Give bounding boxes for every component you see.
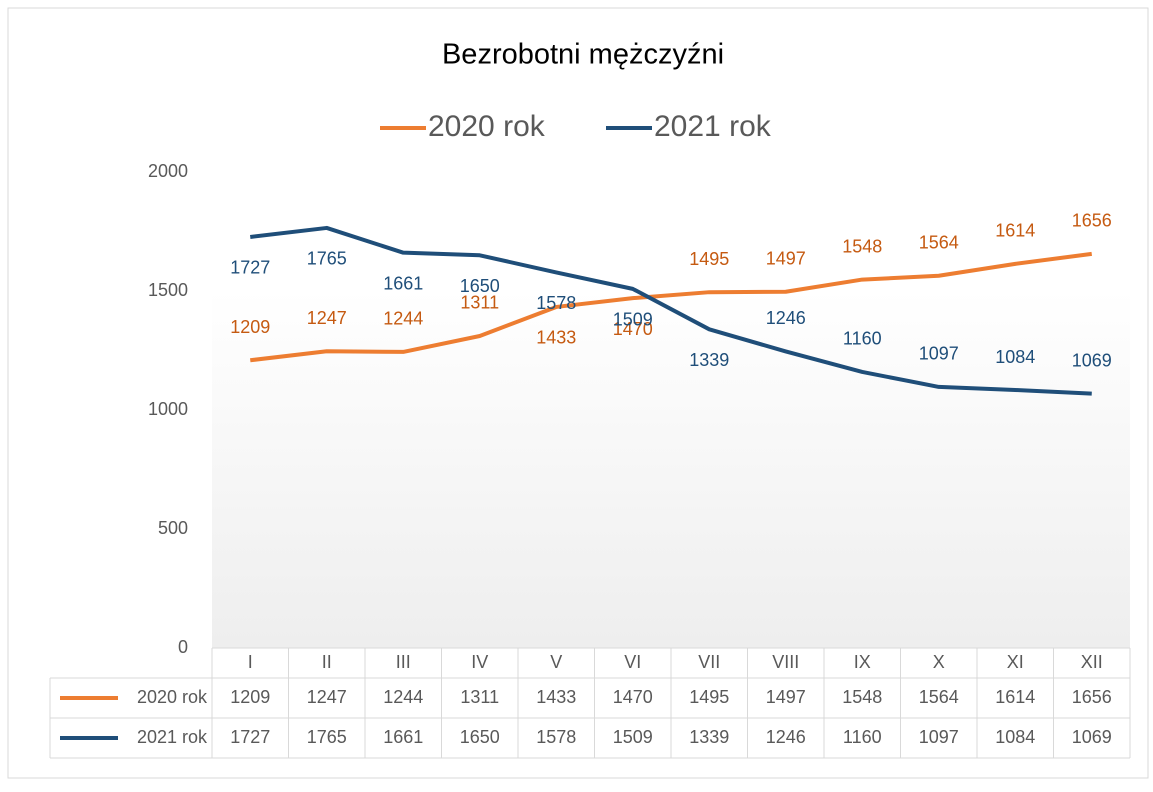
table-cell: 1339	[689, 727, 729, 747]
data-label: 1564	[919, 233, 959, 253]
series-line	[250, 225, 1092, 396]
plot-background	[212, 290, 1130, 648]
table-cell: 1246	[766, 727, 806, 747]
table-cell: 1209	[230, 687, 270, 707]
y-tick-label: 2000	[148, 161, 188, 181]
x-tick-label: VI	[624, 652, 641, 672]
table-row-label: 2020 rok	[137, 687, 208, 707]
x-tick-label: XII	[1081, 652, 1103, 672]
data-label: 1084	[995, 347, 1035, 367]
table-cell: 1470	[613, 687, 653, 707]
x-tick-label: X	[933, 652, 945, 672]
series-line	[250, 251, 1093, 363]
table-cell: 1656	[1072, 687, 1112, 707]
table-cell: 1160	[843, 727, 882, 747]
x-tick-label: IV	[471, 652, 488, 672]
data-label: 1497	[766, 248, 806, 268]
table-cell: 1564	[919, 687, 959, 707]
x-tick-label: III	[396, 652, 411, 672]
table-cell: 1084	[995, 727, 1035, 747]
x-tick-label: XI	[1007, 652, 1024, 672]
table-cell: 1495	[689, 687, 729, 707]
table-cell: 1497	[766, 687, 806, 707]
table-cell: 1650	[460, 727, 500, 747]
table-cell: 1244	[383, 687, 423, 707]
data-label: 1433	[536, 328, 576, 348]
data-label: 1578	[536, 293, 576, 313]
table-cell: 1614	[995, 687, 1035, 707]
data-label: 1339	[689, 350, 729, 370]
data-label: 1661	[383, 273, 423, 293]
data-label: 1246	[766, 308, 806, 328]
legend-label: 2021 rok	[654, 110, 772, 143]
data-label: 1765	[307, 249, 347, 269]
table-cell: 1548	[842, 687, 882, 707]
table-cell: 1765	[307, 727, 347, 747]
table-cell: 1311	[460, 687, 499, 707]
data-label: 1069	[1072, 350, 1112, 370]
data-label: 1160	[843, 329, 882, 349]
data-label: 1244	[383, 309, 423, 329]
table-cell: 1247	[307, 687, 347, 707]
data-label: 1097	[919, 344, 959, 364]
y-tick-label: 1500	[148, 280, 188, 300]
x-tick-label: IX	[854, 652, 871, 672]
y-tick-label: 0	[178, 637, 188, 657]
y-tick-label: 1000	[148, 399, 188, 419]
table-row-label: 2021 rok	[137, 727, 208, 747]
table-cell: 1509	[613, 727, 653, 747]
data-label: 1311	[460, 293, 499, 313]
x-tick-label: V	[550, 652, 562, 672]
legend-label: 2020 rok	[428, 110, 546, 143]
data-label: 1650	[460, 276, 500, 296]
data-label: 1209	[230, 317, 270, 337]
x-tick-label: I	[248, 652, 253, 672]
chart-title: Bezrobotni mężczyźni	[442, 39, 724, 71]
data-label: 1470	[613, 319, 653, 339]
data-label: 1247	[307, 308, 347, 328]
data-label: 1548	[842, 236, 882, 256]
table-cell: 1433	[536, 687, 576, 707]
data-label: 1727	[230, 258, 270, 278]
data-label: 1656	[1072, 211, 1112, 231]
data-label: 1614	[995, 221, 1035, 241]
table-cell: 1069	[1072, 727, 1112, 747]
x-tick-label: VIII	[772, 652, 799, 672]
table-cell: 1578	[536, 727, 576, 747]
x-tick-label: II	[322, 652, 332, 672]
table-cell: 1097	[919, 727, 959, 747]
data-label: 1509	[613, 310, 653, 330]
y-tick-label: 500	[158, 518, 188, 538]
table-cell: 1661	[383, 727, 423, 747]
x-tick-label: VII	[698, 652, 720, 672]
data-label: 1495	[689, 249, 729, 269]
table-cell: 1727	[230, 727, 270, 747]
